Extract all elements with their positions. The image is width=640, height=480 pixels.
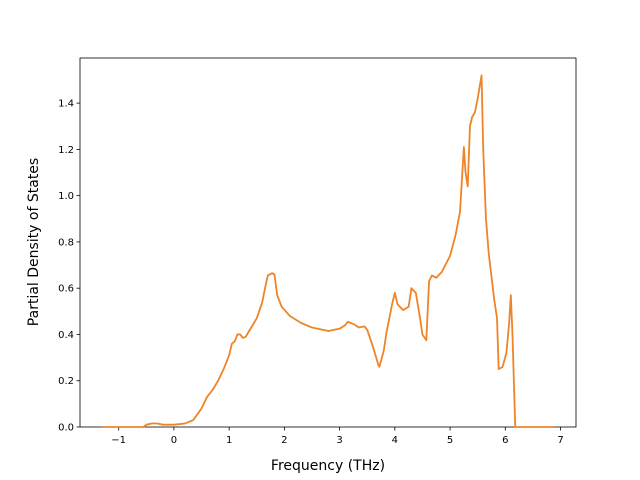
y-tick-label: 0.6: [58, 284, 74, 295]
y-tick-label: 0.0: [58, 423, 74, 434]
y-axis-label: Partial Density of States: [26, 158, 42, 326]
data-line: [102, 74, 554, 428]
x-tick-label: 4: [392, 435, 398, 446]
x-tick-label: 6: [502, 435, 508, 446]
x-tick-label: 3: [336, 435, 342, 446]
y-tick-label: 0.4: [58, 330, 74, 341]
x-tick-label: 0: [171, 435, 177, 446]
y-tick-label: 0.8: [58, 237, 74, 248]
x-tick-label: 5: [447, 435, 453, 446]
y-tick-label: 1.2: [58, 145, 74, 156]
y-tick-label: 1.0: [58, 191, 74, 202]
y-tick-label: 0.2: [58, 376, 74, 387]
x-tick-label: 2: [281, 435, 287, 446]
plot-frame: [79, 57, 577, 428]
x-tick-label: 1: [226, 435, 232, 446]
x-axis-label: Frequency (THz): [271, 458, 385, 474]
x-tick-label: −1: [111, 435, 126, 446]
x-tick-label: 7: [557, 435, 563, 446]
y-tick-label: 1.4: [58, 99, 74, 110]
